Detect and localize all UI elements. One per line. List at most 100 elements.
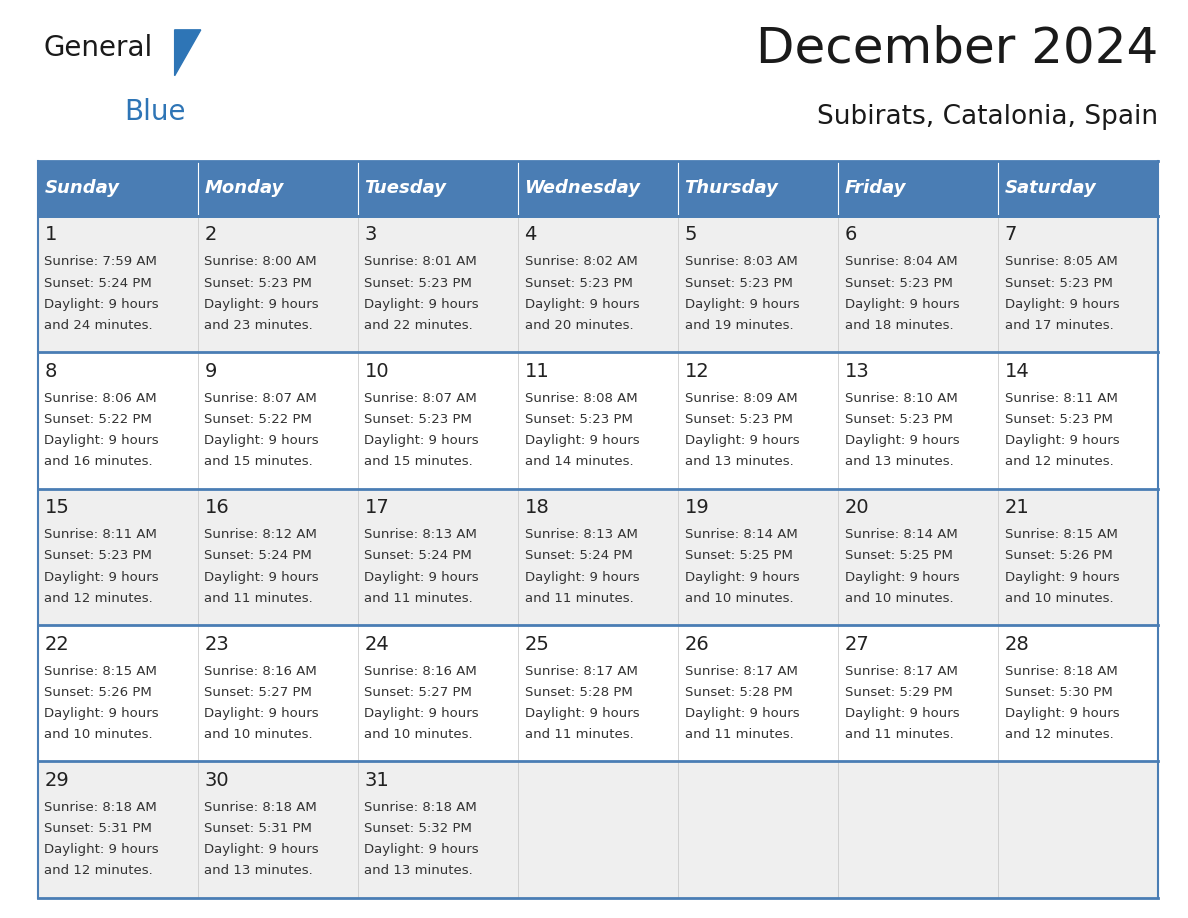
Text: Sunset: 5:29 PM: Sunset: 5:29 PM xyxy=(845,686,953,699)
Text: Sunrise: 8:11 AM: Sunrise: 8:11 AM xyxy=(1005,392,1118,405)
Text: 23: 23 xyxy=(204,634,229,654)
Text: Daylight: 9 hours: Daylight: 9 hours xyxy=(525,297,639,311)
Text: 8: 8 xyxy=(44,362,57,381)
Bar xyxy=(678,625,839,761)
Text: and 10 minutes.: and 10 minutes. xyxy=(44,728,153,741)
Text: Sunrise: 8:15 AM: Sunrise: 8:15 AM xyxy=(44,665,157,677)
Text: Sunset: 5:23 PM: Sunset: 5:23 PM xyxy=(365,276,473,289)
Text: Daylight: 9 hours: Daylight: 9 hours xyxy=(365,844,479,856)
Text: and 11 minutes.: and 11 minutes. xyxy=(845,728,954,741)
Text: Daylight: 9 hours: Daylight: 9 hours xyxy=(525,707,639,720)
Bar xyxy=(839,161,998,216)
Bar xyxy=(38,625,198,761)
Text: Sunrise: 8:14 AM: Sunrise: 8:14 AM xyxy=(684,528,797,542)
Text: Sunrise: 8:05 AM: Sunrise: 8:05 AM xyxy=(1005,255,1118,268)
Bar xyxy=(198,625,358,761)
Text: and 10 minutes.: and 10 minutes. xyxy=(845,591,953,605)
Bar xyxy=(678,216,839,353)
Text: and 16 minutes.: and 16 minutes. xyxy=(44,455,153,468)
Bar xyxy=(839,216,998,353)
Text: Daylight: 9 hours: Daylight: 9 hours xyxy=(365,297,479,311)
Text: 10: 10 xyxy=(365,362,390,381)
Text: Saturday: Saturday xyxy=(1005,179,1097,197)
Text: Daylight: 9 hours: Daylight: 9 hours xyxy=(1005,570,1119,584)
Text: Daylight: 9 hours: Daylight: 9 hours xyxy=(204,434,320,447)
Bar xyxy=(839,488,998,625)
Text: Sunrise: 8:14 AM: Sunrise: 8:14 AM xyxy=(845,528,958,542)
Bar xyxy=(998,353,1158,488)
Text: Daylight: 9 hours: Daylight: 9 hours xyxy=(44,707,159,720)
Text: and 14 minutes.: and 14 minutes. xyxy=(525,455,633,468)
Text: 13: 13 xyxy=(845,362,870,381)
Text: Thursday: Thursday xyxy=(684,179,778,197)
Text: Sunrise: 8:18 AM: Sunrise: 8:18 AM xyxy=(1005,665,1118,677)
Text: and 23 minutes.: and 23 minutes. xyxy=(204,319,314,332)
Bar xyxy=(998,761,1158,898)
Text: 14: 14 xyxy=(1005,362,1030,381)
Text: and 10 minutes.: and 10 minutes. xyxy=(365,728,473,741)
Text: 2: 2 xyxy=(204,226,217,244)
Bar xyxy=(198,216,358,353)
Text: 5: 5 xyxy=(684,226,697,244)
Bar xyxy=(839,625,998,761)
Text: 17: 17 xyxy=(365,498,390,517)
Text: 1: 1 xyxy=(44,226,57,244)
Text: Wednesday: Wednesday xyxy=(525,179,640,197)
Text: and 18 minutes.: and 18 minutes. xyxy=(845,319,953,332)
Text: Sunrise: 8:18 AM: Sunrise: 8:18 AM xyxy=(204,801,317,814)
Text: Sunset: 5:23 PM: Sunset: 5:23 PM xyxy=(525,276,632,289)
Text: Daylight: 9 hours: Daylight: 9 hours xyxy=(44,434,159,447)
Text: Sunset: 5:23 PM: Sunset: 5:23 PM xyxy=(845,413,953,426)
Bar xyxy=(518,488,678,625)
Text: 26: 26 xyxy=(684,634,709,654)
Text: Daylight: 9 hours: Daylight: 9 hours xyxy=(845,434,959,447)
Text: 3: 3 xyxy=(365,226,377,244)
Text: 9: 9 xyxy=(204,362,217,381)
Text: Monday: Monday xyxy=(204,179,284,197)
Bar xyxy=(998,161,1158,216)
Text: 28: 28 xyxy=(1005,634,1030,654)
Bar xyxy=(38,353,198,488)
Text: Sunrise: 8:07 AM: Sunrise: 8:07 AM xyxy=(365,392,478,405)
Bar xyxy=(678,161,839,216)
Text: Sunset: 5:24 PM: Sunset: 5:24 PM xyxy=(204,549,312,563)
Text: and 13 minutes.: and 13 minutes. xyxy=(684,455,794,468)
Text: Sunset: 5:22 PM: Sunset: 5:22 PM xyxy=(44,413,152,426)
Text: 18: 18 xyxy=(525,498,549,517)
Text: Daylight: 9 hours: Daylight: 9 hours xyxy=(684,297,800,311)
Bar xyxy=(839,761,998,898)
Text: and 12 minutes.: and 12 minutes. xyxy=(44,865,153,878)
Text: Sunset: 5:23 PM: Sunset: 5:23 PM xyxy=(684,413,792,426)
Text: Sunrise: 7:59 AM: Sunrise: 7:59 AM xyxy=(44,255,157,268)
Text: 30: 30 xyxy=(204,771,229,790)
Text: Sunset: 5:23 PM: Sunset: 5:23 PM xyxy=(684,276,792,289)
Text: Sunset: 5:26 PM: Sunset: 5:26 PM xyxy=(44,686,152,699)
Text: Sunrise: 8:00 AM: Sunrise: 8:00 AM xyxy=(204,255,317,268)
Text: Daylight: 9 hours: Daylight: 9 hours xyxy=(845,707,959,720)
Text: 16: 16 xyxy=(204,498,229,517)
Text: Daylight: 9 hours: Daylight: 9 hours xyxy=(684,707,800,720)
Text: Sunrise: 8:16 AM: Sunrise: 8:16 AM xyxy=(365,665,478,677)
Text: Sunset: 5:28 PM: Sunset: 5:28 PM xyxy=(684,686,792,699)
Text: Sunset: 5:31 PM: Sunset: 5:31 PM xyxy=(44,823,152,835)
Text: and 11 minutes.: and 11 minutes. xyxy=(525,728,633,741)
Text: Sunset: 5:22 PM: Sunset: 5:22 PM xyxy=(204,413,312,426)
Text: Sunset: 5:27 PM: Sunset: 5:27 PM xyxy=(365,686,473,699)
Text: and 20 minutes.: and 20 minutes. xyxy=(525,319,633,332)
Text: Sunrise: 8:13 AM: Sunrise: 8:13 AM xyxy=(365,528,478,542)
Text: and 11 minutes.: and 11 minutes. xyxy=(525,591,633,605)
Text: Sunset: 5:25 PM: Sunset: 5:25 PM xyxy=(684,549,792,563)
Text: Daylight: 9 hours: Daylight: 9 hours xyxy=(1005,707,1119,720)
Text: Sunset: 5:31 PM: Sunset: 5:31 PM xyxy=(204,823,312,835)
Text: 15: 15 xyxy=(44,498,69,517)
Text: Sunset: 5:24 PM: Sunset: 5:24 PM xyxy=(44,276,152,289)
Bar xyxy=(358,761,518,898)
Text: Daylight: 9 hours: Daylight: 9 hours xyxy=(684,434,800,447)
Bar xyxy=(998,625,1158,761)
Text: Sunrise: 8:01 AM: Sunrise: 8:01 AM xyxy=(365,255,478,268)
Text: Daylight: 9 hours: Daylight: 9 hours xyxy=(204,297,320,311)
Text: and 15 minutes.: and 15 minutes. xyxy=(365,455,473,468)
Text: 21: 21 xyxy=(1005,498,1030,517)
Bar xyxy=(998,216,1158,353)
Text: Sunset: 5:25 PM: Sunset: 5:25 PM xyxy=(845,549,953,563)
